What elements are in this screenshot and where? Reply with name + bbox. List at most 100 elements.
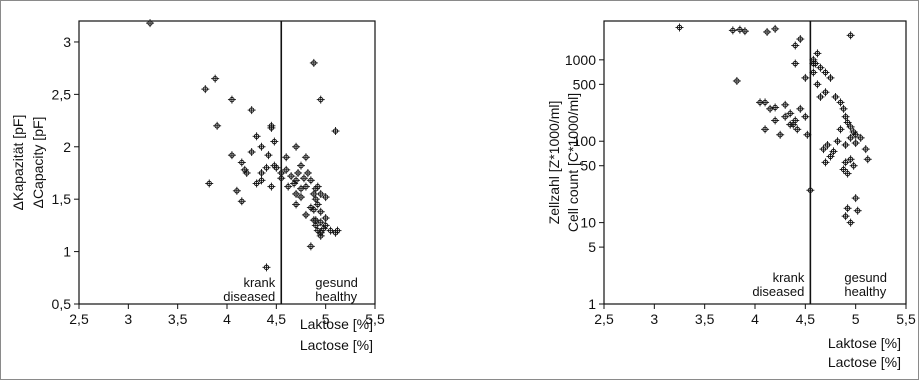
x-tick-label: 5 (852, 311, 860, 327)
data-point (257, 168, 266, 177)
region-label-healthy-en: healthy (844, 284, 886, 299)
data-point (292, 200, 301, 209)
region-label-healthy-de: gesund (844, 270, 887, 285)
x-tick-label: 4 (223, 311, 231, 327)
data-point (813, 80, 822, 89)
data-point (311, 195, 320, 204)
data-point (316, 231, 325, 240)
data-point (301, 182, 310, 191)
x-tick-label: 4,5 (267, 311, 287, 327)
data-point (791, 59, 800, 68)
data-point (309, 58, 318, 67)
y-tick-label: 3 (63, 34, 71, 50)
data-point (237, 197, 246, 206)
data-point (294, 168, 303, 177)
data-point (756, 98, 765, 107)
data-point (853, 206, 862, 215)
x-axis-title: Lactose [%] (828, 354, 901, 370)
chart-panel-cell-count: 2,5 3 3,5 4 4,5 5 5,5 1 5 10 50 100 500 1000 krankdise… (546, 20, 916, 370)
data-point (277, 174, 286, 183)
data-point (841, 158, 850, 167)
y-axis-title: Cell count [C*1000/ml] (565, 93, 581, 232)
data-point (297, 184, 305, 193)
data-point (306, 242, 315, 251)
data-point (297, 193, 305, 202)
data-point (728, 26, 737, 35)
data-point (766, 104, 775, 113)
y-tick-label: 50 (580, 158, 596, 174)
data-point (801, 73, 810, 82)
data-point (833, 137, 842, 146)
data-point (292, 189, 301, 198)
data-point (836, 125, 845, 134)
x-tick-label: 4,5 (796, 311, 816, 327)
x-axis-title: Laktose [%] (828, 335, 901, 351)
data-point (213, 121, 222, 130)
data-point (861, 145, 870, 154)
data-point (237, 158, 246, 167)
data-point (290, 179, 299, 188)
data-point (836, 98, 845, 107)
y-tick-label: 5 (588, 239, 596, 255)
data-point (326, 226, 335, 235)
data-point (846, 133, 855, 142)
x-tick-label: 5 (322, 311, 330, 327)
data-point (675, 23, 684, 32)
data-point (831, 92, 840, 101)
data-point (267, 182, 276, 191)
data-point (333, 226, 342, 235)
data-point (851, 130, 860, 139)
y-axis-title: Zellzahl [Z*1000/ml] (546, 101, 562, 225)
data-point (846, 31, 855, 40)
data-point (823, 140, 832, 149)
data-point (247, 148, 256, 157)
data-point (791, 41, 800, 50)
data-point (786, 120, 795, 129)
region-label-healthy-de: gesund (315, 275, 358, 290)
data-point (829, 147, 838, 156)
y-tick-label: 500 (573, 76, 597, 92)
data-point (821, 158, 830, 167)
data-point (227, 151, 236, 160)
data-point (282, 165, 291, 174)
data-point (851, 139, 860, 148)
x-tick-label: 3 (124, 311, 132, 327)
data-point (771, 24, 780, 33)
data-point (316, 218, 325, 227)
region-label-healthy-en: healthy (315, 289, 357, 304)
data-point (771, 103, 780, 112)
data-point (287, 172, 296, 181)
data-point (309, 205, 318, 214)
data-point (205, 179, 214, 188)
data-point (826, 152, 835, 161)
data-point (257, 142, 266, 151)
y-tick-label: 10 (580, 215, 596, 231)
y-tick-label: 100 (573, 133, 597, 149)
x-tick-label: 2,5 (594, 311, 614, 327)
x-axis-title: Laktose [%] (300, 316, 373, 332)
data-point (839, 104, 848, 113)
data-point (843, 118, 852, 127)
data-point (816, 63, 825, 72)
x-tick-label: 3,5 (695, 311, 715, 327)
data-point (841, 140, 850, 149)
data-point (761, 125, 770, 134)
data-point (301, 210, 310, 219)
region-label-diseased-en: diseased (223, 289, 275, 304)
data-point (262, 263, 271, 272)
data-point (264, 151, 273, 160)
data-point (809, 68, 818, 77)
data-point (821, 68, 830, 77)
data-point (262, 163, 271, 172)
data-point (735, 25, 744, 34)
y-tick-label: 1 (588, 296, 596, 312)
data-point (311, 221, 320, 230)
data-point (826, 73, 835, 82)
data-point (257, 176, 266, 185)
y-tick-label: 1,5 (52, 191, 72, 207)
data-point (851, 194, 860, 203)
data-point (201, 85, 210, 94)
data-point (331, 127, 340, 136)
data-point (227, 95, 236, 104)
x-tick-label: 5,5 (365, 311, 385, 327)
